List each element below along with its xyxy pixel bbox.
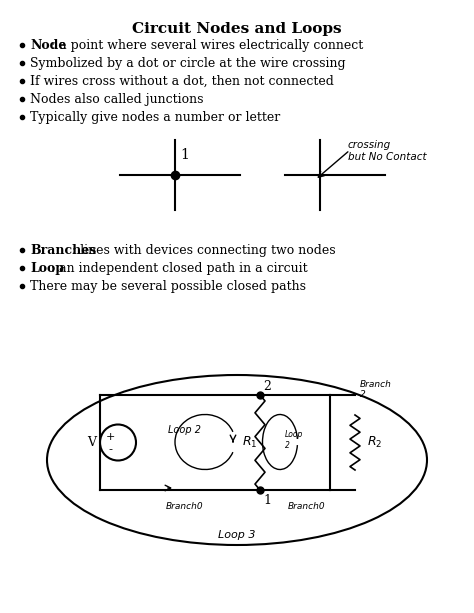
Text: : lines with devices connecting two nodes: : lines with devices connecting two node… — [72, 243, 335, 256]
Text: Symbolized by a dot or circle at the wire crossing: Symbolized by a dot or circle at the wir… — [30, 56, 346, 69]
Text: 1: 1 — [180, 148, 189, 162]
Text: +: + — [105, 433, 115, 443]
Text: -: - — [108, 444, 112, 454]
Text: 1: 1 — [263, 493, 271, 506]
Text: Branch0: Branch0 — [288, 502, 326, 511]
Text: Nodes also called junctions: Nodes also called junctions — [30, 93, 203, 105]
Text: 2: 2 — [263, 381, 271, 394]
Text: Loop: Loop — [30, 262, 64, 275]
Text: : an independent closed path in a circuit: : an independent closed path in a circui… — [51, 262, 308, 275]
Text: Loop 2: Loop 2 — [168, 425, 201, 435]
Text: Branches: Branches — [30, 243, 96, 256]
Text: : a point where several wires electrically connect: : a point where several wires electrical… — [51, 39, 363, 51]
Text: Loop 3: Loop 3 — [218, 530, 256, 540]
Text: $R_1$: $R_1$ — [242, 435, 257, 450]
Text: Loop
2: Loop 2 — [285, 430, 303, 450]
Text: If wires cross without a dot, then not connected: If wires cross without a dot, then not c… — [30, 75, 334, 88]
Text: Typically give nodes a number or letter: Typically give nodes a number or letter — [30, 110, 280, 123]
Text: Branch
2: Branch 2 — [360, 380, 392, 400]
Text: crossing
but No Contact: crossing but No Contact — [348, 140, 427, 162]
Text: Branch0: Branch0 — [166, 502, 204, 511]
Text: V: V — [87, 436, 96, 449]
Text: Node: Node — [30, 39, 66, 51]
Text: $R_2$: $R_2$ — [367, 435, 383, 450]
Text: There may be several possible closed paths: There may be several possible closed pat… — [30, 280, 306, 292]
Text: Circuit Nodes and Loops: Circuit Nodes and Loops — [132, 22, 342, 36]
